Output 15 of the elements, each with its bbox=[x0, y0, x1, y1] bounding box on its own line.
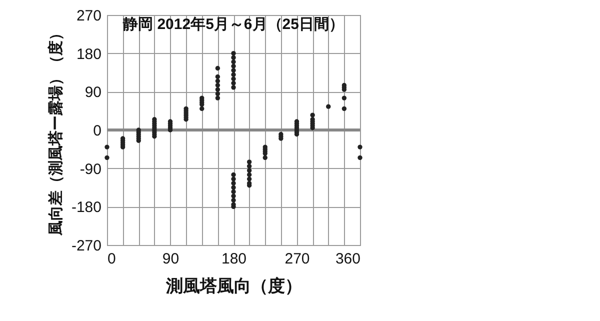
y-tick-label: -270 bbox=[71, 238, 102, 254]
y-tick-label: 270 bbox=[76, 8, 102, 24]
y-tick-label: 0 bbox=[93, 122, 102, 140]
y-axis-title: 風向差（測風塔ー露場）（度） bbox=[46, 26, 64, 236]
y-tick-label: -180 bbox=[71, 199, 102, 216]
x-axis-title: 測風塔風向（度） bbox=[165, 276, 302, 296]
x-tick-label: 0 bbox=[108, 250, 116, 268]
y-tick-label: 180 bbox=[76, 46, 102, 63]
x-tick-label: 270 bbox=[284, 250, 310, 268]
x-tick-label: 90 bbox=[162, 250, 180, 268]
y-tick-label: -90 bbox=[80, 160, 102, 178]
chart-title: 静岡 2012年5月～6月（25日間） bbox=[122, 16, 344, 33]
y-tick-label: 90 bbox=[84, 84, 102, 102]
x-tick-label: 180 bbox=[221, 250, 247, 268]
x-tick-label: 360 bbox=[335, 250, 360, 268]
